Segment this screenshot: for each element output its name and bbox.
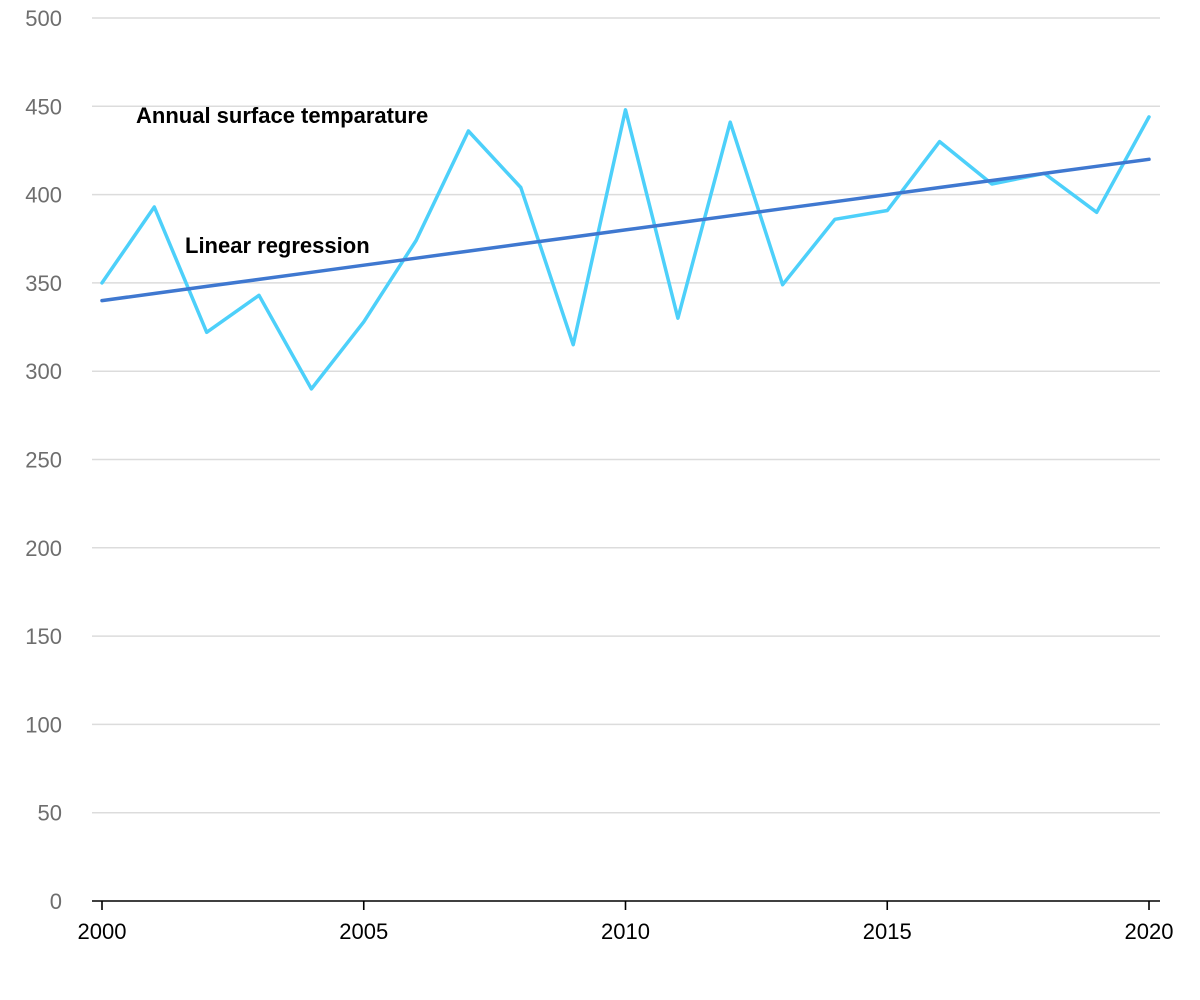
y-tick-label-300: 300: [25, 359, 62, 384]
y-tick-label-500: 500: [25, 6, 62, 31]
y-tick-label-400: 400: [25, 183, 62, 208]
x-tick-label-2010: 2010: [601, 919, 650, 944]
linear-regression-label: Linear regression: [185, 233, 370, 258]
x-tick-label-2020: 2020: [1125, 919, 1174, 944]
y-axis-tick-labels: 0 50 100 150 200 250 300 350 400 450 500: [25, 6, 62, 914]
annual-surface-temperature-label: Annual surface temparature: [136, 103, 428, 128]
series-line-linear-regression: [100, 157, 1151, 303]
y-tick-label-450: 450: [25, 94, 62, 119]
x-tick-label-2015: 2015: [863, 919, 912, 944]
y-tick-label-250: 250: [25, 448, 62, 473]
x-tick-label-2005: 2005: [339, 919, 388, 944]
x-tick-label-2000: 2000: [78, 919, 127, 944]
series-labels: Annual surface temparature Linear regres…: [136, 103, 428, 258]
y-tick-label-200: 200: [25, 536, 62, 561]
y-tick-label-50: 50: [38, 801, 62, 826]
y-tick-label-100: 100: [25, 712, 62, 737]
y-tick-label-0: 0: [50, 889, 62, 914]
series-line-annual-surface-temparature: [100, 108, 1151, 391]
gridlines: [92, 17, 1160, 814]
x-axis: 2000 2005 2010 2015 2020: [78, 900, 1174, 944]
series-lines: [100, 108, 1151, 391]
y-tick-label-350: 350: [25, 271, 62, 296]
y-tick-label-150: 150: [25, 624, 62, 649]
